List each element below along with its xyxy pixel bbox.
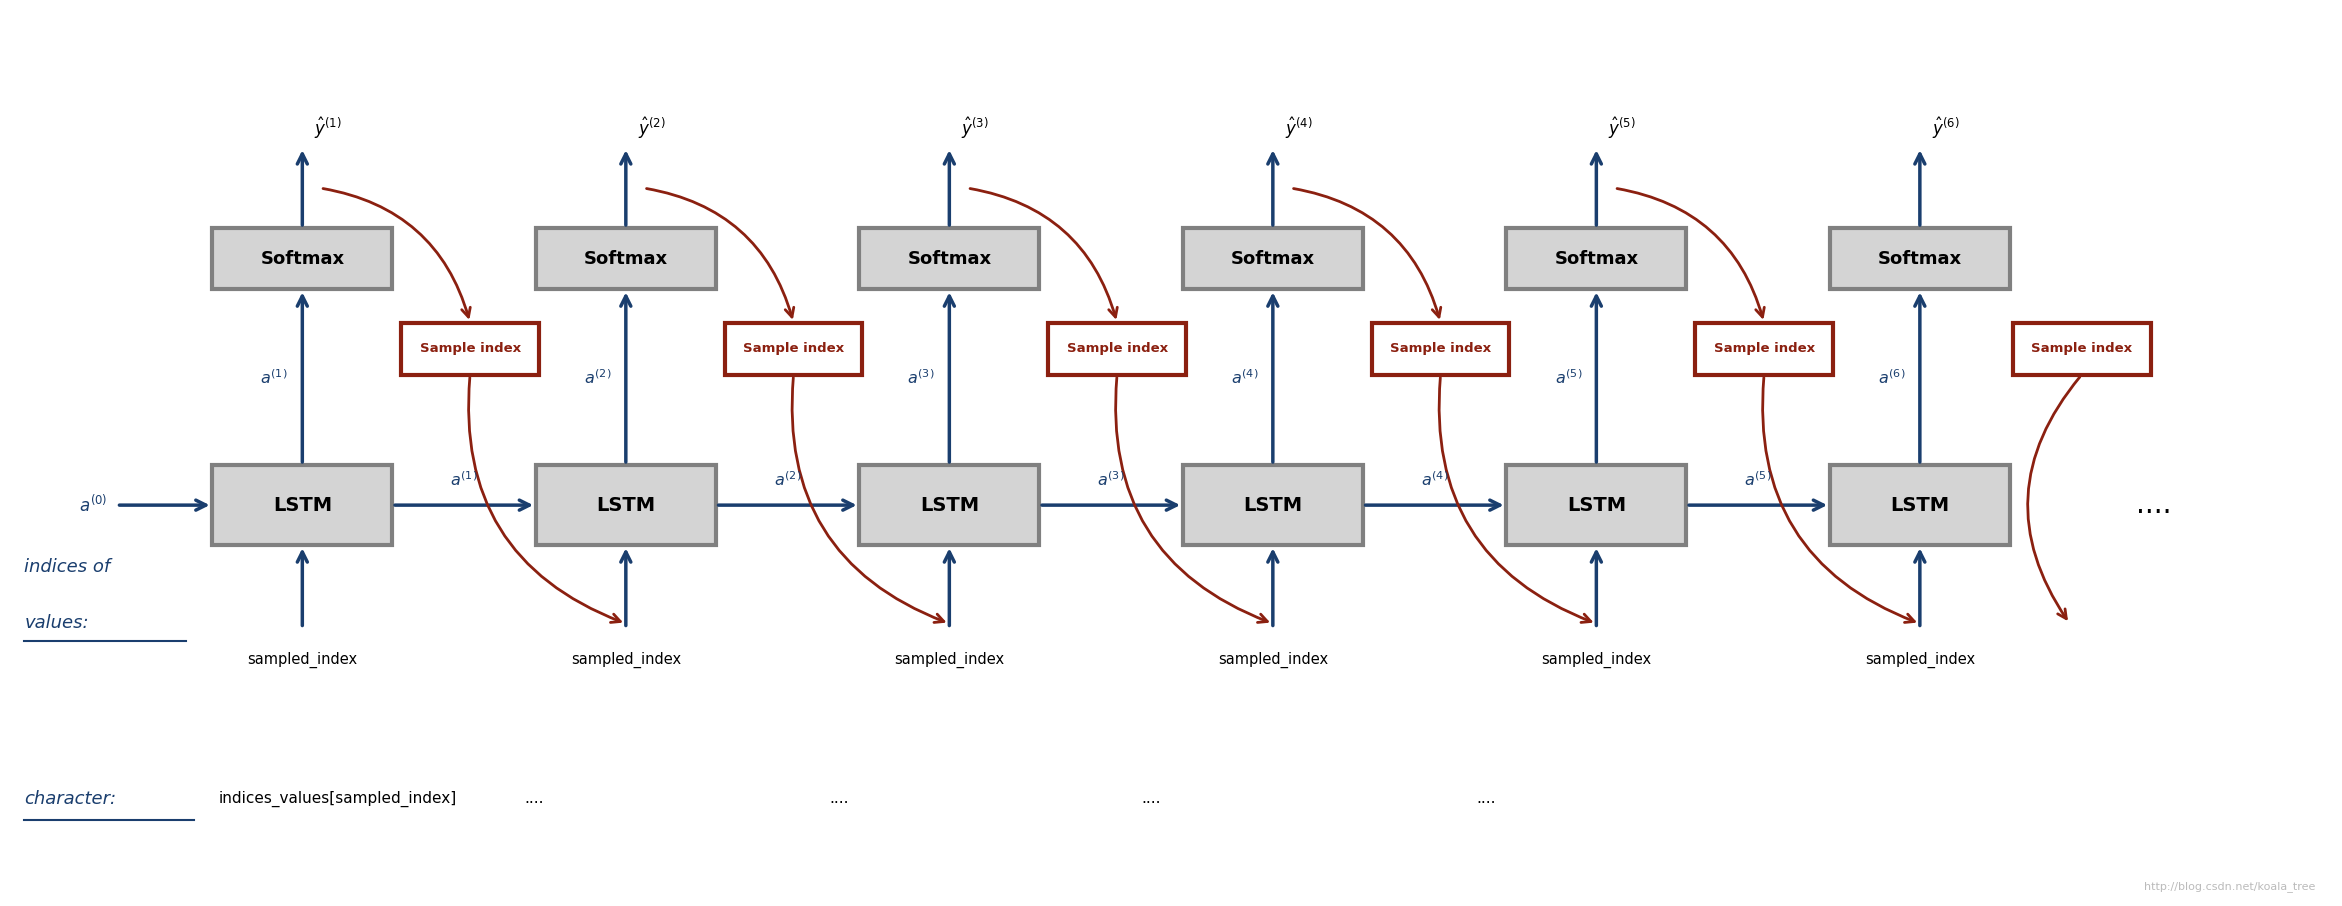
FancyBboxPatch shape	[1372, 323, 1511, 375]
FancyBboxPatch shape	[1183, 465, 1363, 545]
Text: sampled_index: sampled_index	[1541, 652, 1651, 669]
Text: $\hat{y}^{(4)}$: $\hat{y}^{(4)}$	[1286, 115, 1314, 140]
Text: indices_values[sampled_index]: indices_values[sampled_index]	[218, 791, 457, 807]
FancyBboxPatch shape	[536, 465, 717, 545]
Text: $a^{(5)}$: $a^{(5)}$	[1555, 368, 1581, 387]
Text: LSTM: LSTM	[597, 496, 656, 515]
Text: LSTM: LSTM	[1567, 496, 1625, 515]
FancyBboxPatch shape	[860, 228, 1040, 290]
Text: $a^{(1)}$: $a^{(1)}$	[450, 470, 478, 489]
Text: $a^{(2)}$: $a^{(2)}$	[773, 470, 801, 489]
Text: Sample index: Sample index	[2031, 342, 2131, 355]
Text: ....: ....	[1475, 792, 1497, 806]
Text: $a^{(6)}$: $a^{(6)}$	[1878, 368, 1906, 387]
FancyBboxPatch shape	[724, 323, 862, 375]
Text: $\hat{y}^{(6)}$: $\hat{y}^{(6)}$	[1932, 115, 1960, 140]
Text: LSTM: LSTM	[920, 496, 979, 515]
Text: $a^{(0)}$: $a^{(0)}$	[80, 495, 108, 516]
Text: Softmax: Softmax	[1232, 250, 1314, 267]
Text: character:: character:	[23, 790, 117, 808]
Text: ....: ....	[829, 792, 850, 806]
Text: values:: values:	[23, 614, 89, 632]
Text: Softmax: Softmax	[583, 250, 667, 267]
Text: Sample index: Sample index	[1066, 342, 1169, 355]
Text: LSTM: LSTM	[1244, 496, 1302, 515]
Text: LSTM: LSTM	[272, 496, 333, 515]
Text: Sample index: Sample index	[742, 342, 843, 355]
Text: Sample index: Sample index	[1714, 342, 1815, 355]
Text: ....: ....	[2136, 491, 2171, 519]
Text: $a^{(5)}$: $a^{(5)}$	[1745, 470, 1773, 489]
FancyBboxPatch shape	[1696, 323, 1834, 375]
FancyBboxPatch shape	[1829, 465, 2009, 545]
Text: Sample index: Sample index	[1391, 342, 1492, 355]
Text: Softmax: Softmax	[1878, 250, 1963, 267]
Text: $\hat{y}^{(1)}$: $\hat{y}^{(1)}$	[314, 115, 342, 140]
FancyBboxPatch shape	[400, 323, 539, 375]
Text: $a^{(1)}$: $a^{(1)}$	[260, 368, 288, 387]
FancyBboxPatch shape	[1506, 465, 1686, 545]
Text: Softmax: Softmax	[260, 250, 344, 267]
Text: $a^{(4)}$: $a^{(4)}$	[1232, 368, 1258, 387]
Text: sampled_index: sampled_index	[1218, 652, 1328, 669]
Text: Sample index: Sample index	[419, 342, 520, 355]
Text: $a^{(3)}$: $a^{(3)}$	[1098, 470, 1124, 489]
Text: sampled_index: sampled_index	[248, 652, 358, 669]
FancyBboxPatch shape	[213, 465, 391, 545]
FancyBboxPatch shape	[536, 228, 717, 290]
Text: http://blog.csdn.net/koala_tree: http://blog.csdn.net/koala_tree	[2143, 881, 2316, 892]
Text: $\hat{y}^{(5)}$: $\hat{y}^{(5)}$	[1609, 115, 1637, 140]
FancyBboxPatch shape	[2012, 323, 2150, 375]
Text: sampled_index: sampled_index	[1864, 652, 1974, 669]
Text: $a^{(4)}$: $a^{(4)}$	[1422, 470, 1447, 489]
Text: Softmax: Softmax	[906, 250, 991, 267]
Text: Softmax: Softmax	[1555, 250, 1639, 267]
FancyBboxPatch shape	[1506, 228, 1686, 290]
FancyBboxPatch shape	[213, 228, 391, 290]
Text: indices of: indices of	[23, 558, 110, 576]
FancyBboxPatch shape	[860, 465, 1040, 545]
Text: LSTM: LSTM	[1890, 496, 1949, 515]
Text: sampled_index: sampled_index	[895, 652, 1005, 669]
Text: $\hat{y}^{(2)}$: $\hat{y}^{(2)}$	[637, 115, 665, 140]
Text: ....: ....	[525, 792, 543, 806]
Text: $a^{(2)}$: $a^{(2)}$	[583, 368, 611, 387]
FancyBboxPatch shape	[1049, 323, 1185, 375]
Text: $a^{(3)}$: $a^{(3)}$	[906, 368, 934, 387]
Text: sampled_index: sampled_index	[571, 652, 682, 669]
FancyBboxPatch shape	[1183, 228, 1363, 290]
Text: $\hat{y}^{(3)}$: $\hat{y}^{(3)}$	[960, 115, 988, 140]
Text: ....: ....	[1141, 792, 1162, 806]
FancyBboxPatch shape	[1829, 228, 2009, 290]
